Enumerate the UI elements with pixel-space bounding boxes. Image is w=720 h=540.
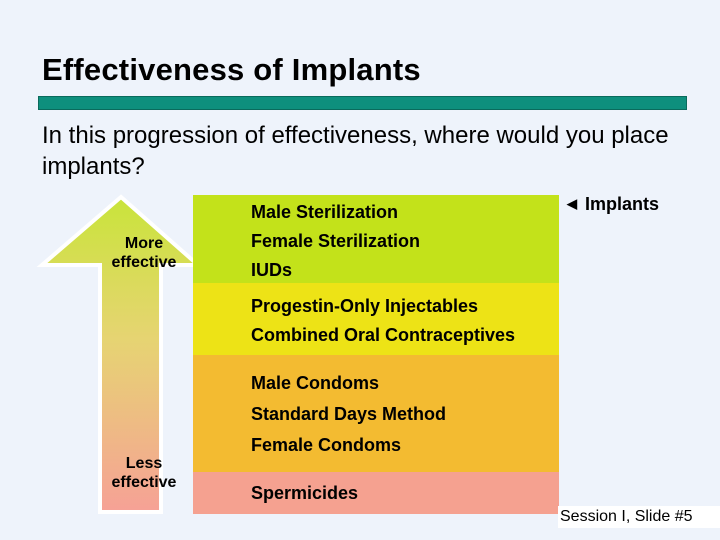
title-underline <box>38 96 687 110</box>
method-iuds: IUDs <box>251 260 293 280</box>
method-female-sterilization: Female Sterilization <box>251 231 421 251</box>
more-effective-line2: effective <box>111 254 177 271</box>
less-effective-label: Less effective <box>89 454 199 492</box>
effectiveness-arrow <box>36 194 201 514</box>
method-progestin-only-injectables: Progestin-Only Injectables <box>251 296 479 316</box>
method-female-condoms: Female Condoms <box>251 435 402 455</box>
tier-band-least-effective <box>193 472 559 514</box>
less-effective-line1: Less <box>125 455 163 472</box>
left-triangle-icon: ◀ <box>567 196 577 211</box>
more-effective-line1: More <box>124 235 164 252</box>
method-male-condoms: Male Condoms <box>251 373 380 393</box>
less-effective-line2: effective <box>111 474 177 491</box>
tier-band-moderate <box>193 355 559 472</box>
method-spermicides: Spermicides <box>251 483 359 503</box>
method-male-sterilization: Male Sterilization <box>251 202 399 222</box>
method-combined-oral-contraceptives: Combined Oral Contraceptives <box>251 325 516 345</box>
implants-label: Implants <box>585 194 660 214</box>
question-text: In this progression of effectiveness, wh… <box>42 122 669 180</box>
method-standard-days-method: Standard Days Method <box>251 404 447 424</box>
implants-marker: ◀ Implants <box>567 194 659 215</box>
tier-band-high <box>193 283 559 355</box>
more-effective-label: More effective <box>89 234 199 272</box>
tier-band-most-effective <box>193 195 559 283</box>
slide-number: Session I, Slide #5 <box>558 506 720 528</box>
slide-title: Effectiveness of Implants <box>42 52 421 87</box>
